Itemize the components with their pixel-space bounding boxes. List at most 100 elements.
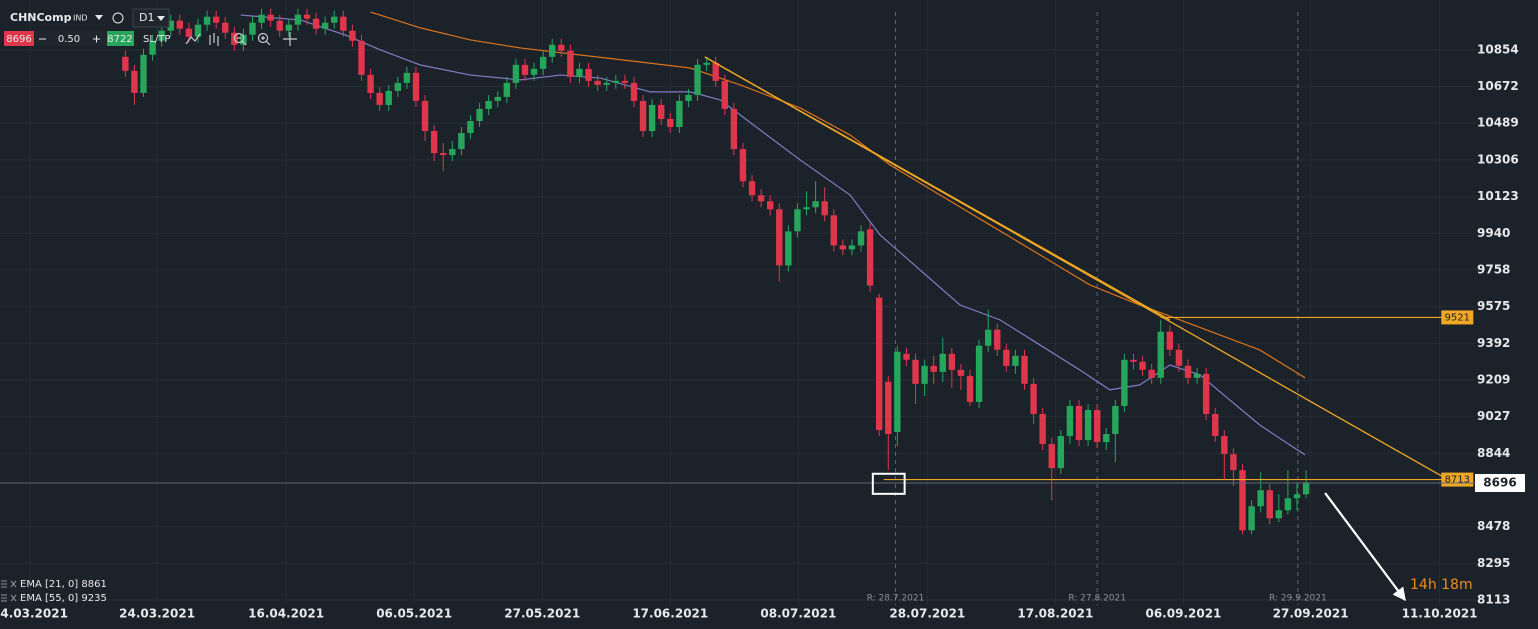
candle-body <box>167 20 174 31</box>
candle-body <box>312 18 320 29</box>
candle-body <box>158 30 165 41</box>
candle-body <box>739 149 747 182</box>
y-tick-label: 8295 <box>1477 556 1510 570</box>
x-tick-label: 11.10.2021 <box>1402 607 1478 621</box>
candle-body <box>412 72 420 101</box>
candle-body <box>476 108 483 121</box>
y-tick-label: 10672 <box>1477 79 1519 93</box>
candle-body <box>576 68 583 77</box>
candle-body <box>1184 365 1192 378</box>
candle-body <box>267 14 274 21</box>
ask-box[interactable] <box>107 31 134 46</box>
bid-box[interactable] <box>4 31 34 46</box>
candle-body <box>1212 413 1219 437</box>
lot-steppers[interactable] <box>39 35 100 43</box>
y-tick-label: 9392 <box>1477 336 1510 350</box>
y-tick-label: 8113 <box>1477 592 1510 606</box>
candle-body <box>1103 434 1110 443</box>
candle-body <box>1039 413 1046 445</box>
candle-body <box>1066 405 1074 437</box>
candle-body <box>394 82 402 91</box>
candle-body <box>812 201 819 208</box>
info-icon[interactable] <box>112 12 124 24</box>
candle-body <box>1157 331 1164 378</box>
bid[interactable]: 8696 <box>6 34 31 45</box>
candle-body <box>1130 359 1137 362</box>
legend-name: EMA [55, 0] <box>20 593 78 604</box>
candle-body <box>1284 498 1292 511</box>
candle-body <box>1266 490 1273 519</box>
candle-body <box>458 133 465 150</box>
toolbar: CHNComp IND D1 8696 0.50 8722 SL/TP <box>4 8 297 46</box>
candle-body <box>948 353 956 370</box>
legend-icon <box>1 580 17 588</box>
x-tick-label: 08.07.2021 <box>760 607 836 621</box>
marker-label: R: 29.9.2021 <box>1269 594 1327 604</box>
candle-body <box>503 82 511 97</box>
candle-body <box>848 245 856 250</box>
candle-body <box>1293 494 1301 499</box>
legend-entry: EMA [21, 0] 8861 <box>20 579 107 590</box>
candle-body <box>603 82 610 85</box>
candle-body <box>521 64 529 75</box>
candle-body <box>667 118 674 128</box>
candle-body <box>794 209 801 232</box>
legend-value: 9235 <box>81 593 106 604</box>
level-label: 8713 <box>1445 475 1470 486</box>
candle-body <box>131 70 138 93</box>
candle-body <box>994 329 1001 350</box>
y-tick-label: 9758 <box>1477 262 1510 276</box>
candle-body <box>358 40 365 75</box>
timeframe[interactable]: D1 <box>139 11 154 24</box>
candle-body <box>321 22 329 29</box>
y-tick-label: 10489 <box>1477 116 1519 130</box>
tool-icons[interactable] <box>185 32 297 46</box>
ask[interactable]: 8722 <box>107 34 132 45</box>
candle-body <box>349 30 356 41</box>
candle-body <box>857 231 865 246</box>
lot-box[interactable] <box>35 31 107 46</box>
y-tick-label: 10123 <box>1477 189 1519 203</box>
candle-body <box>1248 506 1255 531</box>
timeframe-box[interactable] <box>132 8 170 28</box>
candle-body <box>930 365 937 372</box>
candle-body <box>776 209 783 266</box>
candle-body <box>748 181 756 196</box>
candle-body <box>658 104 665 119</box>
candle-body <box>194 24 202 37</box>
highlight-box <box>871 472 906 495</box>
candle-body <box>530 68 538 75</box>
candle-body <box>766 201 774 210</box>
candle-body <box>285 24 293 31</box>
x-tick-label: 06.05.2021 <box>376 607 452 621</box>
candle-body <box>376 92 383 105</box>
legend-name: EMA [21, 0] <box>20 579 78 590</box>
x-tick-label: 27.09.2021 <box>1273 607 1349 621</box>
candle-body <box>485 100 492 109</box>
candle-body <box>440 153 447 156</box>
legend-entry: EMA [55, 0] 9235 <box>20 593 107 604</box>
y-tick-label: 10854 <box>1477 42 1519 56</box>
candle-body <box>1012 355 1019 366</box>
candle-body <box>621 80 629 83</box>
candle-body <box>639 100 647 132</box>
x-tick-label: 27.05.2021 <box>504 607 580 621</box>
lot[interactable]: 0.50 <box>58 34 80 45</box>
candle-body <box>594 80 601 85</box>
symbol[interactable]: CHNComp <box>10 11 72 24</box>
candle-body <box>430 131 438 154</box>
candle-body <box>712 62 719 81</box>
level-label: 9521 <box>1445 312 1470 323</box>
candle-body <box>140 54 147 93</box>
sltp[interactable]: SL/TP <box>143 34 170 45</box>
marker-label: R: 28.7.2021 <box>867 594 925 604</box>
x-tick-label: 17.06.2021 <box>632 607 708 621</box>
dropdown[interactable] <box>95 15 103 20</box>
candle-body <box>249 22 256 35</box>
candle-body <box>1112 405 1119 435</box>
dropdown[interactable] <box>157 16 165 21</box>
plot-area: 10854 10672 10489 10306 10123 9940 9758 9575 939… <box>0 0 1525 621</box>
candle-body <box>331 16 338 23</box>
candle-body <box>1175 349 1183 366</box>
